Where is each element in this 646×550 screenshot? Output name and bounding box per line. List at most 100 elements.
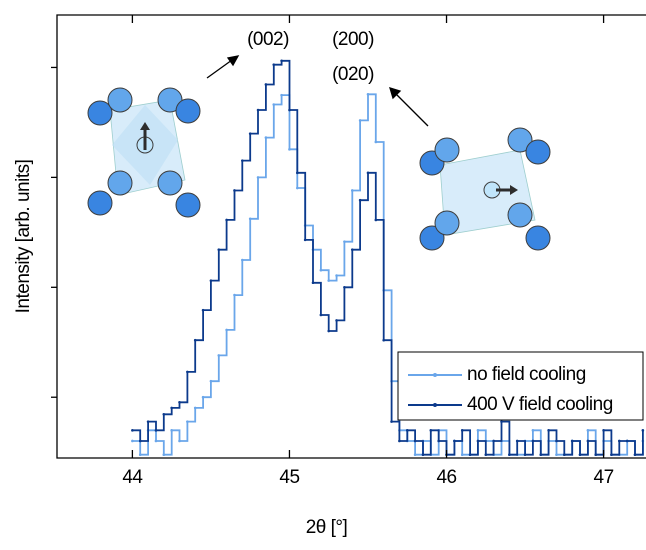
- point: [390, 420, 393, 423]
- point: [335, 319, 338, 322]
- point: [131, 429, 134, 432]
- point: [350, 248, 354, 251]
- point: [382, 338, 385, 342]
- point: [131, 439, 134, 443]
- point: [492, 439, 495, 443]
- point: [515, 439, 519, 443]
- point: [319, 313, 323, 317]
- point: [586, 429, 590, 432]
- point: [138, 439, 142, 443]
- point: [209, 379, 213, 383]
- point: [586, 439, 590, 443]
- legend-marker: [433, 403, 437, 407]
- point: [280, 59, 283, 63]
- point: [138, 453, 142, 457]
- point: [563, 453, 566, 457]
- point: [193, 406, 197, 410]
- point: [570, 439, 574, 443]
- point: [366, 92, 370, 96]
- point: [256, 176, 260, 179]
- legend-label: no field cooling: [467, 364, 586, 385]
- point: [437, 439, 440, 443]
- point: [335, 274, 338, 277]
- point: [193, 338, 197, 342]
- point: [201, 395, 205, 399]
- point: [531, 439, 535, 443]
- point: [531, 429, 535, 432]
- point: [374, 218, 378, 222]
- axis-frame: [56, 14, 646, 459]
- point: [468, 453, 472, 457]
- point: [484, 453, 488, 457]
- point: [343, 240, 346, 243]
- x-tick-label: 47: [594, 467, 614, 488]
- legend-marker: [433, 373, 437, 377]
- point: [209, 279, 213, 282]
- point: [186, 420, 189, 423]
- point: [327, 279, 331, 282]
- peak-label: (200): [332, 29, 374, 50]
- point: [555, 439, 558, 443]
- point: [366, 171, 370, 175]
- point: [178, 439, 181, 443]
- crystal-left: [87, 87, 201, 218]
- plot: [131, 59, 645, 457]
- point: [555, 453, 558, 457]
- point: [476, 439, 480, 443]
- point: [178, 400, 181, 404]
- point: [617, 439, 621, 443]
- point: [358, 119, 362, 122]
- point: [264, 136, 268, 139]
- point: [288, 108, 291, 112]
- point: [170, 429, 173, 432]
- point: [610, 453, 613, 457]
- point: [170, 406, 173, 410]
- point: [421, 453, 425, 457]
- point: [296, 171, 299, 175]
- point: [217, 354, 221, 357]
- point: [264, 83, 268, 86]
- point: [154, 439, 158, 443]
- point: [248, 217, 252, 221]
- point: [162, 412, 166, 416]
- x-tick-label: 46: [436, 467, 456, 488]
- point: [641, 429, 645, 432]
- point: [460, 453, 464, 457]
- point: [633, 453, 637, 457]
- point: [539, 453, 543, 457]
- point: [547, 429, 550, 432]
- arrows: [206, 55, 429, 127]
- point: [327, 329, 331, 333]
- point: [296, 186, 299, 190]
- crystal-right: [419, 127, 551, 251]
- point: [225, 328, 228, 332]
- point: [625, 439, 629, 443]
- point: [256, 108, 260, 112]
- point: [186, 370, 189, 374]
- y-axis-label: Intensity [arb. units]: [13, 160, 34, 314]
- peak-label: (002): [247, 29, 289, 50]
- point: [602, 429, 605, 432]
- point: [233, 293, 236, 297]
- point: [429, 429, 433, 432]
- point: [578, 453, 582, 457]
- x-tick-label: 45: [279, 467, 299, 488]
- point: [508, 453, 511, 457]
- point: [272, 63, 276, 66]
- x-tick-label: 44: [122, 467, 143, 488]
- point: [288, 148, 291, 151]
- point: [241, 258, 244, 262]
- point: [303, 238, 307, 242]
- point: [311, 281, 315, 285]
- point: [398, 439, 401, 443]
- point: [272, 103, 276, 106]
- point: [146, 420, 150, 423]
- point: [241, 159, 244, 162]
- point: [500, 420, 503, 423]
- legend-box: [397, 351, 644, 421]
- point: [413, 439, 417, 443]
- point: [453, 439, 456, 443]
- point: [154, 429, 158, 432]
- point: [358, 198, 362, 202]
